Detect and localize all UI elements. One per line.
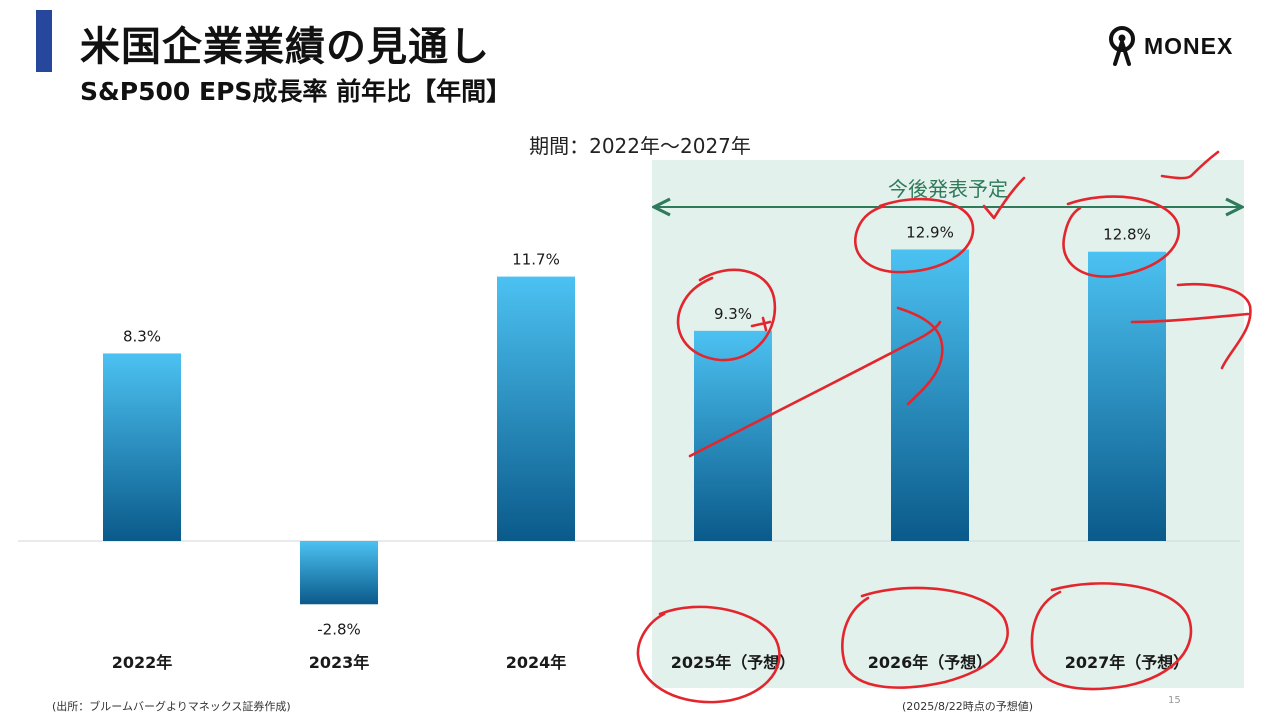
value-label-3: 9.3% [714, 305, 752, 323]
page-title: 米国企業業績の見通し [80, 24, 490, 70]
title-accent-bar [36, 10, 52, 72]
value-label-4: 12.9% [906, 223, 954, 241]
category-label-0: 2022年 [112, 653, 173, 672]
category-label-1: 2023年 [309, 653, 370, 672]
source-note: (出所：ブルームバーグよりマネックス証券作成) [52, 700, 291, 713]
category-label-5: 2027年（予想） [1065, 653, 1190, 672]
page-subtitle: S&P500 EPS成長率 前年比【年間】 [80, 77, 512, 106]
value-label-1: -2.8% [317, 620, 361, 638]
bar-0 [103, 353, 181, 541]
monex-logo-icon [1109, 26, 1135, 66]
category-label-4: 2026年（予想） [868, 653, 993, 672]
forecast-date-note: (2025/8/22時点の予想値) [902, 700, 1033, 713]
bar-3 [694, 330, 772, 541]
bar-4 [891, 249, 969, 541]
period-label: 期間：2022年～2027年 [529, 134, 751, 158]
monex-logo: MONEX [1106, 24, 1233, 68]
category-label-3: 2025年（予想） [671, 653, 796, 672]
value-label-0: 8.3% [123, 327, 161, 345]
handwritten-annotations [636, 150, 1252, 704]
value-label-5: 12.8% [1103, 226, 1151, 244]
bar-1 [300, 541, 378, 605]
page-number: 15 [1168, 695, 1181, 706]
value-label-2: 11.7% [512, 251, 560, 269]
bar-5 [1088, 251, 1166, 541]
forecast-label: 今後発表予定 [888, 177, 1008, 201]
logo-text: MONEX [1144, 32, 1234, 59]
bar-2 [497, 276, 575, 541]
category-label-2: 2024年 [506, 653, 567, 672]
